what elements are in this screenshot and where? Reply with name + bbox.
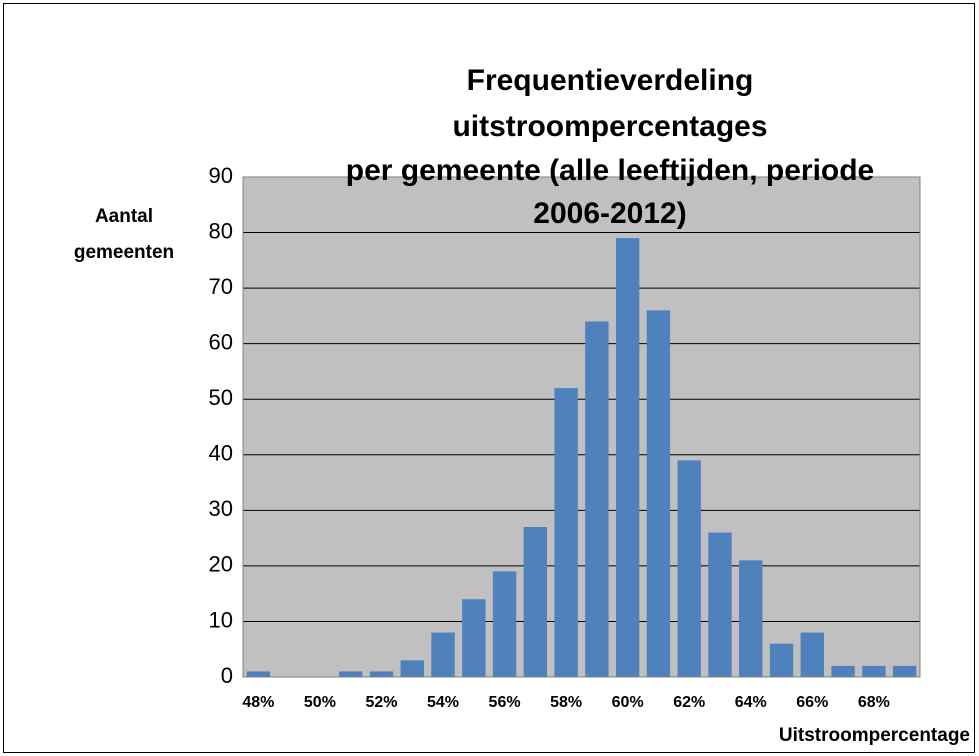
bar [800, 632, 824, 677]
bar [892, 665, 917, 677]
bar [677, 460, 701, 677]
y-tick-label: 10 [209, 607, 233, 632]
x-tick-label: 64% [735, 694, 767, 711]
y-axis-label: gemeenten [74, 242, 174, 263]
bar [492, 571, 517, 677]
plot-area [243, 177, 920, 677]
bar [339, 671, 363, 677]
y-axis-label: Aantal [95, 206, 153, 227]
bar [585, 321, 609, 677]
x-tick-label: 48% [242, 694, 274, 711]
bar [769, 643, 794, 677]
bar [431, 632, 455, 677]
y-tick-label: 90 [209, 163, 233, 188]
y-tick-label: 80 [209, 218, 233, 243]
chart-title: uitstroompercentages [452, 110, 767, 143]
y-tick-label: 40 [209, 441, 233, 466]
x-tick-label: 54% [427, 694, 459, 711]
y-tick-label: 30 [209, 496, 233, 521]
bar [523, 527, 548, 677]
bar [462, 599, 486, 677]
x-tick-label: 66% [796, 694, 828, 711]
y-tick-label: 70 [209, 274, 233, 299]
x-tick-label: 62% [673, 694, 705, 711]
x-tick-label: 58% [550, 694, 582, 711]
bar [708, 532, 732, 677]
x-tick-label: 50% [304, 694, 336, 711]
bar [615, 238, 640, 677]
x-tick-label: 56% [489, 694, 521, 711]
bar [831, 665, 855, 677]
bar [400, 660, 424, 677]
x-tick-label: 52% [365, 694, 397, 711]
x-axis-label: Uitstroompercentage [779, 725, 970, 746]
chart-title: Frequentieverdeling [467, 64, 754, 97]
x-tick-label: 60% [612, 694, 644, 711]
bar [369, 671, 394, 677]
y-tick-label: 20 [209, 552, 233, 577]
bar [646, 310, 671, 677]
chart-title: 2006-2012) [533, 197, 686, 230]
y-tick-label: 60 [209, 329, 233, 354]
bar [739, 560, 763, 677]
y-tick-label: 0 [221, 663, 233, 688]
chart-title: per gemeente (alle leeftijden, periode [346, 154, 875, 187]
bar [554, 388, 578, 677]
bar [246, 671, 271, 677]
x-tick-label: 68% [858, 694, 890, 711]
y-tick-label: 50 [209, 385, 233, 410]
bar [862, 665, 886, 677]
plot-border [242, 176, 921, 678]
